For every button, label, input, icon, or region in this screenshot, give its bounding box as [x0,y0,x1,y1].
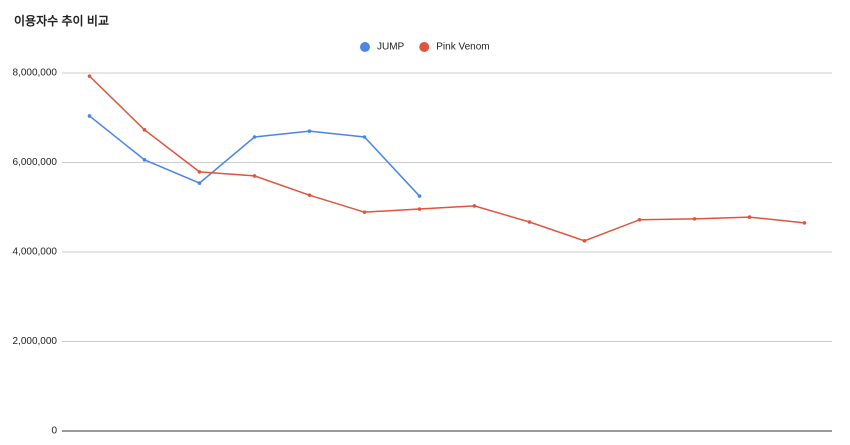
y-tick-label: 2,000,000 [13,336,58,347]
data-point [197,181,202,185]
data-point [362,210,367,214]
legend-label: Pink Venom [436,42,489,53]
data-point [142,158,147,162]
chart-title: 이용자수 추이 비교 [14,13,109,28]
data-point [802,221,807,225]
data-point [142,128,147,132]
data-point [472,204,477,208]
data-point [692,217,697,221]
data-point [527,220,532,224]
y-tick-label: 4,000,000 [13,247,58,258]
data-point [252,135,257,139]
line-series [89,115,421,197]
data-point [747,215,752,219]
data-point [307,129,312,133]
data-point [87,114,92,118]
data-point [307,193,312,197]
data-point [417,207,422,211]
y-tick-label: 0 [51,426,57,437]
data-point [582,239,587,243]
line-series [88,75,805,242]
legend-label: JUMP [377,42,405,53]
data-point [637,217,642,222]
legend-swatch [419,42,430,52]
data-point [252,174,257,178]
data-point [362,135,367,139]
y-tick-label: 8,000,000 [13,68,58,79]
data-point [417,194,422,198]
legend-swatch [360,42,370,52]
data-point [197,170,202,174]
data-point [87,74,92,78]
y-tick-label: 6,000,000 [13,157,58,168]
